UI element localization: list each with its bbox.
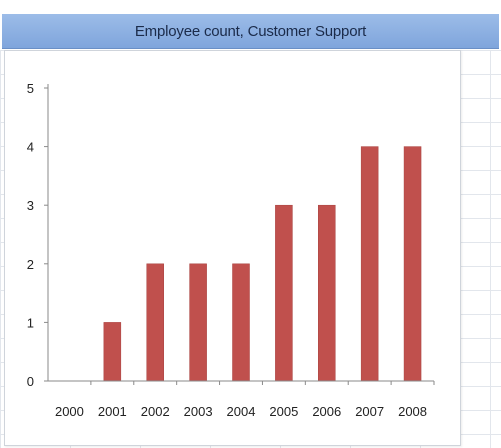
x-tick-label: 2007 xyxy=(355,404,384,419)
y-tick-label: 4 xyxy=(27,140,34,155)
x-tick-label: 2006 xyxy=(312,404,341,419)
x-tick-label: 2005 xyxy=(269,404,298,419)
bar-2004 xyxy=(232,263,250,382)
x-tick-label: 2008 xyxy=(398,404,427,419)
bar-2002 xyxy=(146,263,164,382)
y-tick-label: 0 xyxy=(27,374,34,389)
y-tick-label: 3 xyxy=(27,198,34,213)
x-tick-label: 2000 xyxy=(55,404,84,419)
x-tick-label: 2001 xyxy=(98,404,127,419)
y-tick-label: 2 xyxy=(27,257,34,272)
x-tick-label: 2002 xyxy=(141,404,170,419)
x-tick-label: 2003 xyxy=(184,404,213,419)
bar-2006 xyxy=(318,204,336,382)
x-tick-label: 2004 xyxy=(227,404,256,419)
x-axis: 2000 2001 2002 2003 2004 2005 2006 2007 2008 xyxy=(48,380,435,419)
bar-2003 xyxy=(189,263,207,382)
y-axis: 0 1 2 3 4 5 xyxy=(27,81,49,389)
bar-2008 xyxy=(403,146,422,382)
bar-2001 xyxy=(103,322,122,382)
chart-title: Employee count, Customer Support xyxy=(134,22,367,40)
bar-series xyxy=(103,146,422,382)
y-tick-label: 1 xyxy=(27,315,34,330)
chart-title-banner: Employee count, Customer Support xyxy=(2,14,499,49)
bar-2005 xyxy=(275,204,293,382)
bar-2007 xyxy=(360,146,379,382)
y-tick-label: 5 xyxy=(27,81,34,96)
